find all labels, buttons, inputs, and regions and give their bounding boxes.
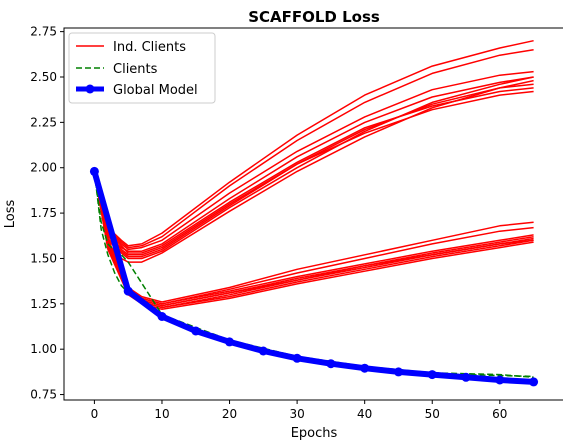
ind-client-line <box>93 173 534 307</box>
global-model-point <box>461 372 471 382</box>
y-tick-label: 2.25 <box>30 115 57 129</box>
y-tick-label: 1.75 <box>30 206 57 220</box>
legend-label-ind-clients: Ind. Clients <box>113 40 186 55</box>
global-model-point <box>258 346 268 356</box>
global-model-point <box>157 312 167 321</box>
x-tick-label: 50 <box>425 407 440 421</box>
x-tick-label: 20 <box>222 407 237 421</box>
ind-client-line <box>93 76 534 252</box>
y-axis: 0.75 1.00 1.25 1.50 1.75 2.00 2.25 2.50 2.75 <box>30 25 64 402</box>
global-model-group <box>89 166 539 387</box>
global-model-point <box>326 359 336 369</box>
global-model-line <box>91 168 537 385</box>
x-axis-label: Epochs <box>291 426 338 441</box>
clients-group <box>93 171 534 379</box>
y-tick-label: 1.25 <box>30 297 57 311</box>
x-tick-label: 10 <box>154 407 169 421</box>
y-tick-label: 2.00 <box>30 161 57 175</box>
y-axis-label: Loss <box>3 200 18 229</box>
legend-marker-global-model <box>85 84 95 94</box>
y-tick-label: 1.50 <box>30 251 57 265</box>
ind-client-line <box>93 83 534 258</box>
x-tick-label: 60 <box>492 407 507 421</box>
ind-client-line <box>93 173 534 305</box>
global-model-point <box>191 326 201 336</box>
plot-frame <box>63 27 563 401</box>
global-model-point <box>495 375 505 385</box>
legend-box <box>68 32 216 104</box>
global-model-point <box>394 367 403 377</box>
client-line <box>93 171 534 378</box>
ind-client-line <box>93 70 534 251</box>
global-model-point <box>360 363 370 373</box>
ind-client-line <box>93 171 534 309</box>
x-axis: 0 10 20 30 40 50 60 <box>91 400 507 421</box>
global-model-point <box>292 353 302 363</box>
y-tick-label: 1.00 <box>30 342 57 356</box>
legend-label-clients: Clients <box>113 62 158 77</box>
x-tick-label: 30 <box>289 407 304 421</box>
global-model-point <box>427 370 437 380</box>
x-tick-label: 0 <box>91 407 99 421</box>
chart-title: SCAFFOLD Loss <box>248 8 380 26</box>
ind-client-line <box>93 39 534 247</box>
ind-client-line <box>93 171 534 311</box>
ind-client-line <box>93 79 534 263</box>
y-tick-label: 2.75 <box>30 25 57 39</box>
global-model-point <box>225 337 234 347</box>
global-model-point <box>89 166 99 176</box>
legend: Ind. Clients Clients Global Model <box>68 32 216 104</box>
y-tick-label: 0.75 <box>30 388 57 402</box>
ind-client-line <box>93 76 534 260</box>
global-model-point <box>529 377 539 387</box>
x-tick-label: 40 <box>357 407 372 421</box>
ind-client-line <box>93 49 534 249</box>
ind-client-line <box>93 90 534 256</box>
ind-client-line <box>93 87 534 254</box>
y-tick-label: 2.50 <box>30 70 57 84</box>
global-model-point <box>123 286 133 296</box>
legend-label-global-model: Global Model <box>113 83 198 98</box>
